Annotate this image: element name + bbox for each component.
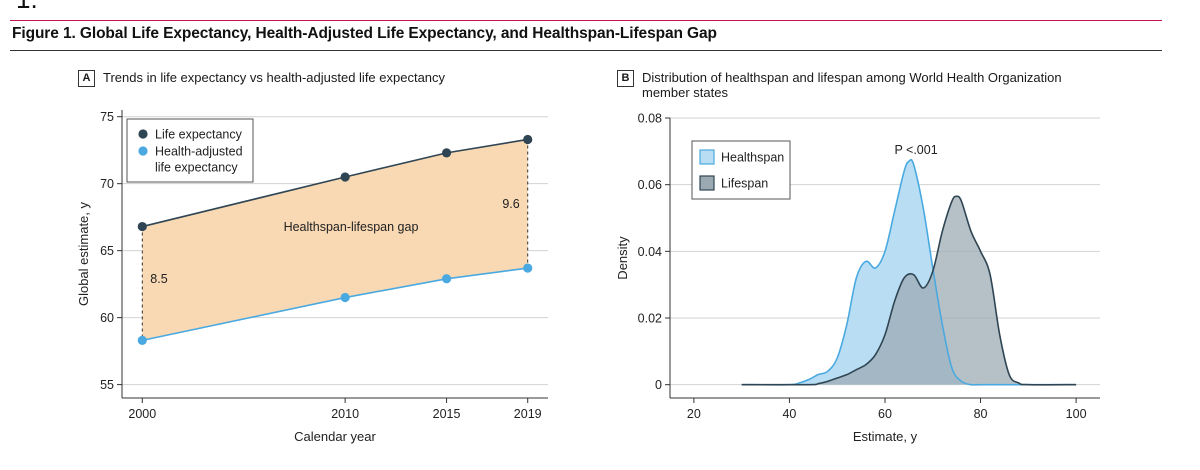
- a-point-health-adjusted: [340, 292, 350, 303]
- a-point-health-adjusted: [441, 274, 452, 284]
- panel-b-letter: B: [617, 70, 634, 87]
- a-legend-label-life-expectancy: Life expectancy: [155, 128, 243, 142]
- a-line-health-adjusted: [142, 267, 528, 342]
- figure-title: Figure 1. Global Life Expectancy, Health…: [12, 25, 717, 42]
- b-x-tick-label: 100: [1066, 407, 1087, 421]
- a-y-axis-title: Global estimate, y: [76, 201, 91, 306]
- a-point-health-adjusted: [137, 335, 147, 345]
- a-y-tick-label: 70: [100, 177, 114, 191]
- a-x-tick-label: 2019: [514, 407, 542, 421]
- b-y-tick-label: 0: [655, 378, 662, 392]
- a-legend-swatch-health-adjusted: [138, 146, 148, 156]
- b-y-axis-title: Density: [615, 236, 630, 280]
- panel-b-title-line-1: Distribution of healthspan and lifespan …: [642, 70, 1062, 85]
- b-y-tick-label: 0.06: [638, 178, 662, 192]
- b-area-lifespan: [741, 196, 1077, 385]
- a-legend-label-health-adjusted-2: life expectancy: [155, 161, 238, 175]
- top-accent-rule: [10, 20, 1162, 21]
- a-legend-box: [126, 118, 254, 183]
- a-x-axis-title: Calendar year: [294, 429, 376, 444]
- b-p-value-annotation: P <.001: [894, 143, 937, 157]
- a-line-life-expectancy: [142, 138, 528, 228]
- a-y-tick-label: 75: [100, 110, 114, 124]
- a-legend-label-health-adjusted-1: Health-adjusted: [155, 145, 243, 159]
- b-line-lifespan: [741, 195, 1077, 386]
- corner-glyph: 1.: [16, 0, 38, 12]
- b-legend-label-lifespan: Lifespan: [721, 177, 768, 191]
- b-x-tick-label: 80: [974, 407, 988, 421]
- b-legend-swatch-lifespan: [699, 175, 715, 191]
- b-x-tick-label: 20: [687, 407, 701, 421]
- a-point-life-expectancy: [340, 172, 350, 182]
- a-y-tick-label: 60: [100, 311, 114, 325]
- a-y-tick-label: 55: [100, 378, 114, 392]
- a-x-tick-label: 2000: [128, 407, 156, 421]
- title-divider: [10, 50, 1162, 51]
- b-y-tick-label: 0.04: [638, 245, 662, 259]
- b-legend-swatch-healthspan: [699, 149, 715, 165]
- b-x-axis-title: Estimate, y: [853, 429, 918, 444]
- a-gap-value-2019: 9.6: [502, 197, 519, 211]
- a-legend-swatch-life-expectancy: [138, 129, 148, 139]
- a-x-tick-label: 2010: [331, 407, 359, 421]
- b-area-healthspan: [741, 159, 1077, 385]
- panel-b-title-line-2: member states: [642, 85, 728, 100]
- a-point-life-expectancy: [523, 134, 533, 145]
- a-gap-area: [142, 139, 528, 341]
- b-y-tick-label: 0.02: [638, 312, 662, 326]
- b-line-healthspan: [741, 158, 1077, 386]
- panel-b-header: B Distribution of healthspan and lifespa…: [617, 70, 1062, 100]
- a-point-life-expectancy: [441, 148, 452, 158]
- a-y-tick-label: 65: [100, 244, 114, 258]
- b-legend-label-healthspan: Healthspan: [721, 151, 784, 165]
- a-gap-value-2000: 8.5: [150, 272, 167, 286]
- b-x-tick-label: 40: [782, 407, 796, 421]
- a-point-life-expectancy: [137, 221, 147, 232]
- panel-a-title: Trends in life expectancy vs health-adju…: [103, 70, 446, 85]
- a-gap-label: Healthspan-lifespan gap: [284, 220, 419, 234]
- b-x-tick-label: 60: [878, 407, 892, 421]
- a-point-health-adjusted: [523, 263, 533, 273]
- a-x-tick-label: 2015: [433, 407, 461, 421]
- panel-a-header: A Trends in life expectancy vs health-ad…: [78, 70, 445, 87]
- b-y-tick-label: 0.08: [638, 112, 662, 126]
- panel-a-letter: A: [78, 70, 95, 87]
